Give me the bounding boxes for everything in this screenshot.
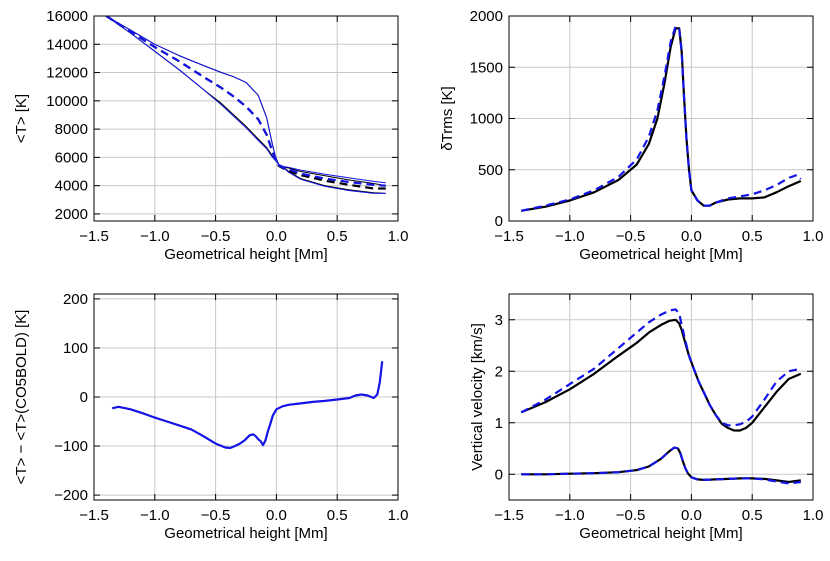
y-tick-label: 2000: [470, 8, 503, 25]
y-tick-label: 0: [80, 389, 88, 406]
series-line-5: [105, 16, 386, 190]
series-line-2: [520, 25, 802, 212]
y-tick-label: 6000: [55, 149, 88, 166]
x-tick-label: −1.0: [555, 507, 585, 524]
y-axis-label: Vertical velocity [km/s]: [469, 323, 486, 471]
y-axis-label: δTrms [K]: [439, 86, 456, 150]
chart-panel-3: −1.5 −1.0 −0.5 0.0 0.5 1.0 −200 −100 0 100 200 Geom…: [13, 291, 408, 542]
x-tick-label: −1.0: [140, 228, 170, 245]
y-tick-label: 2: [495, 363, 503, 380]
x-tick-label: −0.5: [616, 228, 646, 245]
x-tick-label: 0.0: [266, 228, 287, 245]
chart-panel-4: −1.5 −1.0 −0.5 0.0 0.5 1.0 0 1 2 3 Geometrical hei…: [469, 293, 824, 542]
series-line-1: [520, 318, 802, 432]
series-line-4: [105, 16, 386, 194]
series-line-1: [521, 27, 802, 212]
y-tick-label: 200: [63, 291, 88, 308]
x-tick-label: 0.5: [742, 228, 763, 245]
y-tick-label: 2000: [55, 206, 88, 223]
y-tick-label: 1: [495, 415, 503, 432]
chart-panel-2: −1.5 −1.0 −0.5 0.0 0.5 1.0 0 500 1000 1500 2000 Geo…: [439, 8, 823, 263]
series-line-6: [105, 16, 386, 187]
x-tick-label: −0.5: [616, 507, 646, 524]
chart-panel-1: −1.5 −1.0 −0.5 0.0 0.5 1.0 2000 4000 6000 8000 100…: [13, 8, 408, 263]
x-tick-label: −1.5: [494, 507, 524, 524]
y-tick-label: −100: [54, 438, 88, 455]
y-tick-label: 12000: [46, 65, 88, 82]
y-tick-label: 10000: [46, 93, 88, 110]
y-tick-label: 3: [495, 312, 503, 329]
x-tick-label: −1.0: [555, 228, 585, 245]
series-line-2: [105, 16, 386, 194]
x-tick-label: −0.5: [201, 228, 231, 245]
series-line-3: [521, 446, 801, 484]
x-tick-label: 0.0: [681, 228, 702, 245]
y-tick-label: −200: [54, 487, 88, 504]
x-tick-label: 1.0: [388, 228, 409, 245]
x-tick-label: 0.5: [742, 507, 763, 524]
x-tick-label: 0.0: [266, 507, 287, 524]
y-tick-label: 16000: [46, 8, 88, 25]
series-line-3: [105, 16, 386, 184]
plot-frame: [508, 293, 814, 501]
y-tick-label: 8000: [55, 121, 88, 138]
y-tick-label: 1000: [470, 111, 503, 128]
x-tick-label: 0.5: [327, 507, 348, 524]
x-axis-label: Geometrical height [Mm]: [164, 525, 327, 542]
y-tick-label: 100: [63, 340, 88, 357]
y-tick-label: 1500: [470, 59, 503, 76]
x-tick-label: −1.5: [494, 228, 524, 245]
x-tick-label: 1.0: [803, 228, 824, 245]
y-tick-label: 14000: [46, 36, 88, 53]
x-tick-label: 0.5: [327, 228, 348, 245]
series-line-1: [111, 361, 384, 450]
y-tick-label: 4000: [55, 178, 88, 195]
x-tick-label: −0.5: [201, 507, 231, 524]
x-tick-label: 1.0: [388, 507, 409, 524]
plot-frame: [93, 15, 399, 222]
y-tick-label: 0: [495, 466, 503, 483]
x-axis-label: Geometrical height [Mm]: [579, 246, 742, 263]
series-line-2: [520, 308, 802, 427]
series-line-4: [521, 446, 801, 485]
x-tick-label: −1.0: [140, 507, 170, 524]
x-tick-label: −1.5: [79, 228, 109, 245]
y-tick-label: 0: [495, 213, 503, 230]
x-tick-label: −1.5: [79, 507, 109, 524]
x-tick-label: 0.0: [681, 507, 702, 524]
y-axis-label: <T> [K]: [13, 94, 30, 143]
y-tick-label: 500: [478, 162, 503, 179]
x-axis-label: Geometrical height [Mm]: [164, 246, 327, 263]
x-tick-label: 1.0: [803, 507, 824, 524]
x-axis-label: Geometrical height [Mm]: [579, 525, 742, 542]
y-axis-label: <T> − <T>(CO5BOLD) [K]: [13, 310, 30, 485]
